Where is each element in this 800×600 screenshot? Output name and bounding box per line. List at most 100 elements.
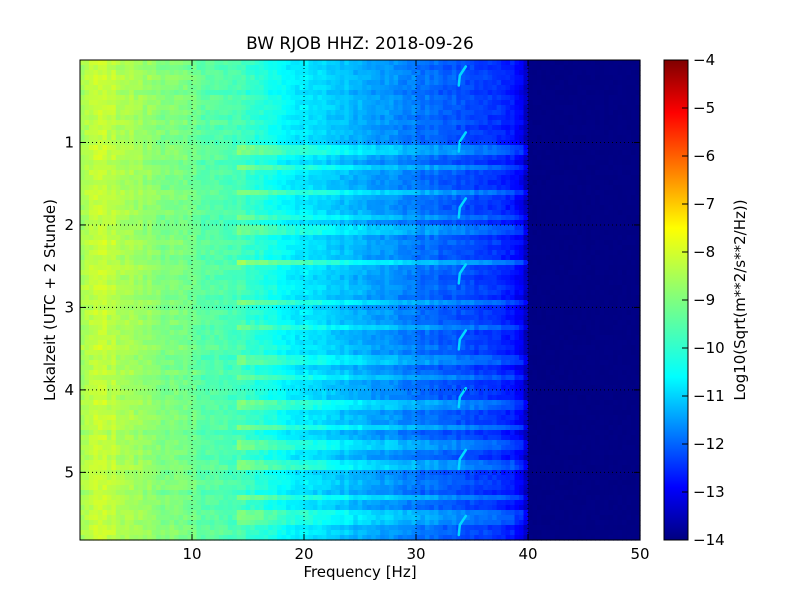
heatmap-cell: [577, 165, 583, 171]
heatmap-cell: [209, 165, 215, 171]
heatmap-cell: [433, 170, 439, 176]
heatmap-cell: [115, 230, 121, 236]
heatmap-cell: [519, 90, 525, 96]
heatmap-cell: [111, 235, 117, 241]
heatmap-cell: [142, 80, 148, 86]
heatmap-cell: [420, 80, 426, 86]
heatmap-cell: [604, 175, 610, 181]
heatmap-cell: [478, 165, 484, 171]
heatmap-cell: [138, 90, 144, 96]
heatmap-cell: [416, 90, 422, 96]
heatmap-cell: [541, 220, 547, 226]
heatmap-cell: [209, 105, 215, 111]
heatmap-cell: [357, 160, 363, 166]
heatmap-cell: [389, 135, 395, 141]
heatmap-cell: [398, 200, 404, 206]
heatmap-cell: [236, 135, 242, 141]
heatmap-cell: [550, 225, 556, 231]
heatmap-cell: [357, 85, 363, 91]
heatmap-cell: [389, 85, 395, 91]
heatmap-cell: [353, 140, 359, 146]
heatmap-cell: [348, 245, 354, 251]
heatmap-cell: [465, 175, 471, 181]
heatmap-cell: [478, 235, 484, 241]
heatmap-cell: [465, 85, 471, 91]
heatmap-cell: [245, 145, 251, 151]
heatmap-cell: [617, 100, 623, 106]
heatmap-cell: [411, 245, 417, 251]
heatmap-cell: [416, 125, 422, 131]
heatmap-cell: [317, 210, 323, 216]
heatmap-cell: [604, 155, 610, 161]
heatmap-cell: [416, 100, 422, 106]
heatmap-cell: [277, 250, 283, 256]
heatmap-cell: [286, 250, 292, 256]
heatmap-cell: [402, 205, 408, 211]
heatmap-cell: [263, 105, 269, 111]
heatmap-cell: [514, 220, 520, 226]
heatmap-cell: [102, 190, 108, 196]
heatmap-cell: [205, 255, 211, 261]
heatmap-cell: [295, 185, 301, 191]
heatmap-cell: [187, 245, 193, 251]
heatmap-cell: [115, 180, 121, 186]
heatmap-cell: [550, 195, 556, 201]
heatmap-cell: [362, 160, 368, 166]
heatmap-cell: [447, 125, 453, 131]
heatmap-cell: [344, 200, 350, 206]
heatmap-cell: [277, 120, 283, 126]
heatmap-cell: [523, 245, 529, 251]
heatmap-cell: [147, 105, 153, 111]
heatmap-cell: [196, 175, 202, 181]
heatmap-cell: [326, 105, 332, 111]
heatmap-cell: [371, 210, 377, 216]
heatmap-cell: [326, 190, 332, 196]
heatmap-cell: [613, 155, 619, 161]
heatmap-cell: [608, 130, 614, 136]
heatmap-cell: [160, 185, 166, 191]
heatmap-cell: [93, 155, 99, 161]
heatmap-cell: [147, 135, 153, 141]
heatmap-cell: [263, 135, 269, 141]
heatmap-cell: [259, 230, 265, 236]
heatmap-cell: [469, 125, 475, 131]
heatmap-cell: [192, 75, 198, 81]
heatmap-cell: [317, 85, 323, 91]
heatmap-cell: [411, 185, 417, 191]
heatmap-cell: [380, 180, 386, 186]
heatmap-cell: [456, 120, 462, 126]
heatmap-cell: [183, 115, 189, 121]
heatmap-cell: [165, 60, 171, 66]
heatmap-cell: [268, 175, 274, 181]
heatmap-cell: [550, 160, 556, 166]
heatmap-cell: [483, 135, 489, 141]
heatmap-cell: [474, 240, 480, 246]
heatmap-cell: [604, 145, 610, 151]
heatmap-cell: [572, 245, 578, 251]
heatmap-cell: [393, 65, 399, 71]
heatmap-cell: [474, 150, 480, 156]
heatmap-cell: [465, 95, 471, 101]
heatmap-cell: [169, 160, 175, 166]
heatmap-cell: [232, 60, 238, 66]
heatmap-cell: [362, 125, 368, 131]
heatmap-cell: [326, 100, 332, 106]
heatmap-cell: [604, 95, 610, 101]
heatmap-cell: [460, 215, 466, 221]
heatmap-cell: [196, 65, 202, 71]
heatmap-cell: [138, 75, 144, 81]
heatmap-cell: [420, 130, 426, 136]
heatmap-cell: [407, 65, 413, 71]
heatmap-cell: [563, 175, 569, 181]
heatmap-cell: [469, 220, 475, 226]
heatmap-cell: [330, 235, 336, 241]
heatmap-cell: [245, 255, 251, 261]
heatmap-cell: [523, 175, 529, 181]
heatmap-cell: [590, 65, 596, 71]
heatmap-cell: [577, 170, 583, 176]
heatmap-cell: [411, 250, 417, 256]
heatmap-cell: [120, 250, 126, 256]
heatmap-cell: [599, 120, 605, 126]
heatmap-cell: [115, 145, 121, 151]
heatmap-cell: [205, 185, 211, 191]
